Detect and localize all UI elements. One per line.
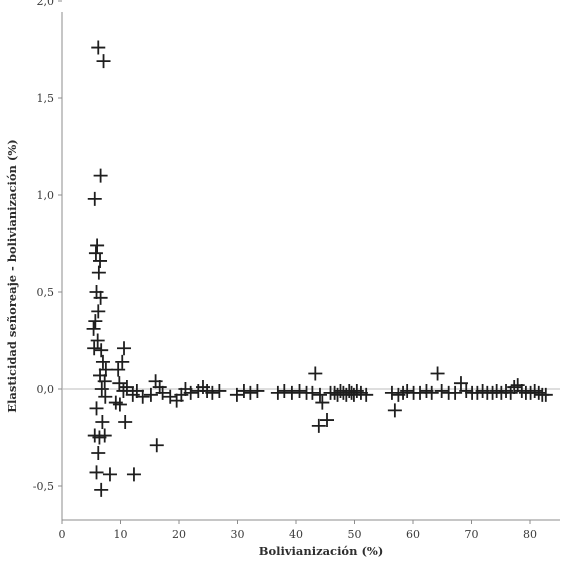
data-point: [413, 385, 428, 400]
data-point: [95, 414, 110, 429]
axes: [61, 12, 560, 521]
x-tick-label: 50: [348, 528, 362, 541]
data-point: [117, 341, 132, 356]
x-tick-label: 70: [465, 528, 479, 541]
data-point: [507, 380, 522, 395]
x-tick-label: 0: [59, 528, 66, 541]
data-point: [149, 438, 164, 453]
data-point: [311, 418, 326, 433]
data-point: [97, 374, 112, 389]
data-point: [93, 253, 108, 268]
data-point: [112, 376, 127, 391]
data-point: [91, 446, 106, 461]
data-point: [115, 354, 130, 369]
y-tick-label: 0,0: [37, 383, 55, 396]
x-tick-label: 10: [114, 528, 128, 541]
data-point: [315, 395, 330, 410]
data-point: [88, 314, 103, 329]
y-tick-label: 1,0: [37, 189, 55, 202]
data-point: [359, 387, 374, 402]
x-tick-label: 40: [289, 528, 303, 541]
data-point: [135, 389, 150, 404]
data-point: [98, 362, 113, 377]
data-point: [312, 387, 327, 402]
data-point: [91, 265, 106, 280]
data-point: [87, 341, 102, 356]
data-point: [143, 387, 158, 402]
y-tick-label: 2,0: [37, 0, 55, 8]
data-point: [129, 383, 144, 398]
data-point: [112, 397, 127, 412]
data-point: [243, 385, 258, 400]
data-point: [183, 385, 198, 400]
data-point: [94, 382, 109, 396]
data-point: [94, 343, 109, 358]
data-point: [89, 401, 104, 416]
data-point: [89, 465, 104, 480]
data-point: [538, 387, 553, 402]
x-tick-label: 60: [406, 528, 420, 541]
data-point: [400, 383, 415, 398]
data-point: [205, 385, 220, 400]
data-point: [212, 383, 227, 398]
data-point: [236, 383, 251, 398]
data-point: [387, 403, 402, 418]
data-point: [91, 40, 106, 55]
x-tick-label: 30: [231, 528, 245, 541]
data-point: [118, 414, 133, 429]
data-point: [91, 304, 106, 319]
data-point: [88, 246, 103, 261]
x-tick-label: 20: [172, 528, 186, 541]
data-point: [424, 385, 439, 400]
data-point: [98, 389, 113, 404]
data-point: [320, 413, 335, 428]
data-point: [155, 385, 170, 400]
data-point: [111, 362, 126, 377]
data-point: [453, 376, 468, 391]
data-point: [250, 383, 265, 398]
data-point: [93, 290, 108, 305]
data-point: [434, 383, 449, 398]
data-point: [277, 383, 292, 398]
data-point: [459, 383, 474, 398]
data-point: [152, 380, 167, 395]
y-tick-label: -0,5: [33, 480, 54, 493]
data-point: [503, 385, 518, 400]
data-point: [102, 467, 117, 482]
data-point: [93, 168, 108, 183]
data-point: [94, 482, 109, 497]
x-tick-label: 80: [523, 528, 537, 541]
data-point: [86, 321, 101, 336]
data-point: [284, 385, 299, 400]
data-point: [126, 467, 141, 482]
data-point: [308, 366, 323, 381]
data-point: [95, 354, 110, 369]
data-point: [305, 385, 320, 400]
data-point: [96, 54, 111, 69]
x-axis-title: Bolivianización (%): [259, 544, 384, 558]
data-points: [86, 40, 553, 497]
data-point: [430, 366, 445, 381]
y-axis-ticks: -0,5 0,0 0,5 1,0 1,5 2,0: [33, 0, 62, 493]
data-point: [119, 380, 134, 395]
data-point: [292, 383, 307, 398]
y-tick-label: 0,5: [37, 286, 55, 299]
y-tick-label: 1,5: [37, 92, 55, 105]
data-point: [90, 333, 105, 348]
data-point: [229, 387, 244, 402]
data-point: [90, 238, 105, 253]
data-point: [97, 428, 112, 443]
x-axis-ticks: 0 10 20 30 40 50 60 70 80: [59, 520, 537, 541]
data-point: [448, 385, 463, 400]
data-point: [163, 389, 178, 404]
data-point: [270, 385, 285, 400]
data-point: [87, 191, 102, 206]
y-axis-title: Elasticidad señoreaje - bolivianización …: [5, 139, 19, 412]
data-point: [531, 385, 546, 400]
